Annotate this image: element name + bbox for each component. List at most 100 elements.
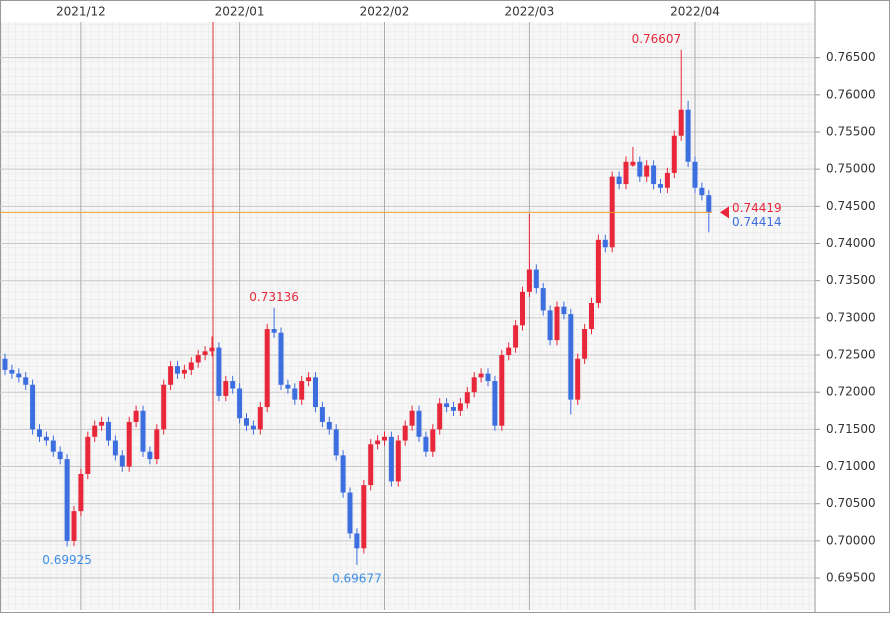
candle-body [202, 351, 208, 356]
y-tick-label: 0.71000 [826, 459, 876, 473]
candle-body [526, 269, 532, 292]
candle-body [333, 429, 339, 456]
candle-body [664, 172, 670, 188]
candle-body [23, 377, 29, 385]
candle-body [340, 455, 346, 493]
candle-body [244, 418, 249, 426]
candle-body [492, 381, 498, 426]
candle-body [85, 436, 91, 474]
candle-body [671, 135, 677, 173]
candle-body [57, 451, 63, 460]
candle-body [554, 306, 560, 341]
candle-body [43, 436, 49, 441]
low-label: 0.69925 [42, 553, 92, 567]
x-tick-label: 2021/12 [56, 5, 106, 19]
candle-body [147, 451, 153, 460]
candle-body [271, 329, 277, 333]
candle-body [64, 459, 70, 541]
candle-body [382, 436, 387, 441]
candle-body [216, 347, 222, 396]
candle-body [685, 109, 691, 162]
candle-body [644, 165, 650, 177]
candle-body [106, 421, 111, 441]
candle-body [99, 421, 105, 426]
candle-body [692, 161, 698, 188]
candle-body [168, 366, 174, 385]
candle-body [658, 184, 663, 188]
candle-body [264, 329, 270, 408]
candle-body [161, 384, 167, 430]
y-tick-label: 0.71500 [826, 422, 876, 436]
candle-body [506, 347, 512, 356]
candle-body [520, 291, 525, 326]
candle-body [457, 403, 463, 411]
x-tick-label: 2022/04 [670, 5, 720, 19]
candle-body [126, 421, 132, 467]
candle-body [595, 239, 601, 303]
candle-body [561, 306, 567, 315]
candle-body [388, 436, 394, 482]
candle-body [444, 403, 450, 408]
candle-body [285, 384, 291, 389]
candle-body [637, 161, 643, 177]
x-tick-label: 2022/03 [504, 5, 554, 19]
candle-body [140, 410, 146, 452]
y-tick-label: 0.73500 [826, 273, 876, 287]
candle-body [451, 407, 456, 411]
candle-body [623, 161, 629, 185]
candle-body [119, 455, 125, 467]
candle-body [430, 429, 436, 452]
candle-body [306, 377, 312, 382]
y-tick-label: 0.76000 [826, 87, 876, 101]
candle-body [347, 492, 353, 534]
candle-body [699, 187, 705, 196]
candle-body [409, 410, 415, 426]
y-tick-label: 0.73000 [826, 310, 876, 324]
candle-body [230, 381, 236, 389]
candle-body [154, 429, 160, 460]
y-tick-label: 0.72500 [826, 348, 876, 362]
candle-body [257, 407, 263, 430]
candle-body [175, 366, 180, 374]
candle-body [616, 176, 622, 185]
candle-body [71, 511, 77, 541]
candle-body [375, 440, 381, 445]
high-label: 0.73136 [249, 290, 299, 304]
candle-body [547, 310, 553, 341]
candle-body [354, 533, 360, 549]
y-tick-label: 0.70500 [826, 496, 876, 510]
candle-body [299, 381, 305, 400]
candle-body [30, 384, 36, 430]
candle-body [513, 325, 519, 348]
candle-body [582, 329, 588, 359]
candle-body [368, 444, 374, 486]
candle-body [423, 436, 429, 452]
y-tick-label: 0.76500 [826, 50, 876, 64]
candle-body [181, 369, 187, 374]
high-label: 0.76607 [632, 32, 682, 46]
candle-body [188, 362, 194, 370]
candle-body [478, 373, 484, 378]
candle-body [706, 195, 712, 213]
x-tick-label: 2022/02 [360, 5, 410, 19]
low-label: 0.69677 [332, 571, 382, 585]
bid-label: 0.74414 [732, 215, 782, 229]
candle-body [540, 288, 546, 311]
candle-body [133, 410, 139, 422]
candle-body [575, 358, 581, 400]
candle-body [9, 369, 15, 374]
candle-body [678, 109, 684, 136]
candle-body [471, 377, 477, 393]
candle-body [533, 269, 539, 289]
candle-body [223, 381, 229, 396]
candle-body [361, 485, 367, 549]
y-tick-label: 0.70000 [826, 533, 876, 547]
candle-body [464, 392, 470, 404]
candle-body [16, 373, 22, 378]
y-tick-label: 0.74000 [826, 236, 876, 250]
candle-body [292, 388, 298, 400]
y-tick-label: 0.72000 [826, 385, 876, 399]
candle-body [326, 421, 332, 430]
y-tick-label: 0.75000 [826, 162, 876, 176]
y-tick-label: 0.75500 [826, 125, 876, 139]
